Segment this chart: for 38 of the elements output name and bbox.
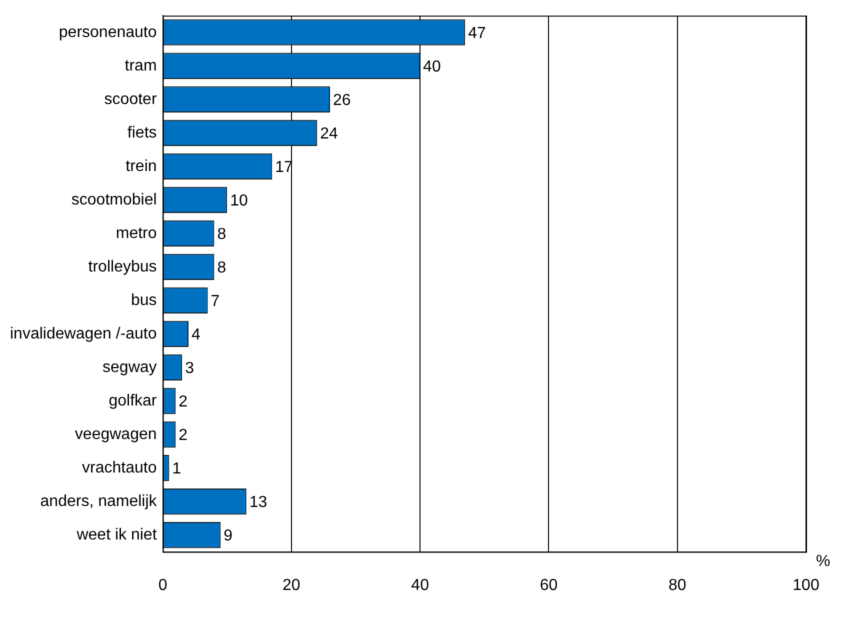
y-tick-label: veegwagen bbox=[74, 426, 157, 443]
y-tick-label: bus bbox=[130, 292, 157, 309]
data-label: 40 bbox=[423, 58, 441, 76]
x-tick-label: 60 bbox=[540, 576, 558, 594]
data-label: 4 bbox=[191, 326, 200, 344]
data-label: 26 bbox=[333, 92, 351, 109]
y-tick-label: trein bbox=[126, 158, 157, 175]
y-tick-label: weet ik niet bbox=[76, 526, 158, 544]
y-tick-label: personenauto bbox=[58, 24, 157, 41]
data-label: 13 bbox=[249, 494, 268, 511]
x-tick-label: 20 bbox=[282, 576, 300, 594]
y-tick-label: scootmobiel bbox=[71, 191, 157, 208]
y-tick-label: trolleybus bbox=[88, 258, 157, 276]
data-label: 7 bbox=[210, 292, 220, 310]
y-tick-label: scooter bbox=[104, 90, 158, 108]
data-label: 8 bbox=[217, 226, 226, 243]
data-label: 3 bbox=[185, 360, 194, 377]
x-tick-label: 40 bbox=[411, 576, 430, 594]
x-axis-title: % bbox=[816, 553, 830, 570]
x-tick-label: 0 bbox=[158, 576, 168, 594]
y-tick-label: invalidewagen /-auto bbox=[10, 325, 157, 342]
y-tick-label: fiets bbox=[127, 124, 157, 142]
y-tick-label: vrachtauto bbox=[82, 459, 157, 476]
data-label: 10 bbox=[230, 192, 248, 210]
y-tick-label: metro bbox=[116, 224, 157, 242]
data-label: 47 bbox=[468, 24, 486, 42]
y-tick-label: anders, namelijk bbox=[40, 492, 158, 510]
data-label: 24 bbox=[320, 125, 338, 142]
y-tick-label: segway bbox=[102, 358, 157, 376]
x-tick-label: 100 bbox=[792, 576, 820, 594]
x-tick-label: 80 bbox=[668, 576, 686, 594]
data-label: 8 bbox=[217, 259, 226, 276]
y-tick-label: tram bbox=[124, 57, 157, 74]
data-label: 1 bbox=[172, 460, 182, 478]
data-label: 2 bbox=[178, 393, 188, 410]
data-label: 9 bbox=[224, 527, 233, 544]
y-tick-label: golfkar bbox=[108, 392, 158, 410]
data-label: 2 bbox=[178, 426, 188, 444]
